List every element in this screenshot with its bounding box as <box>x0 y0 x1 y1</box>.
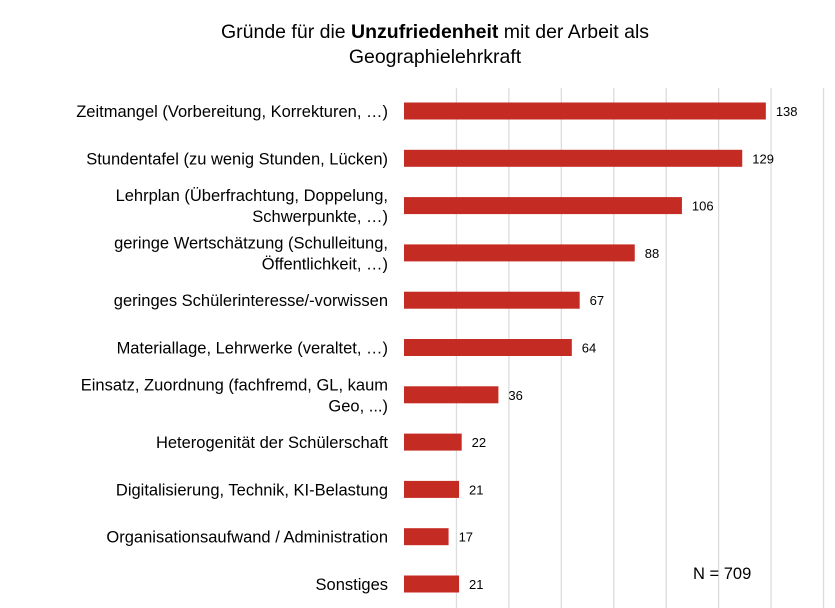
category-label: Einsatz, Zuordnung (fachfremd, GL, kaum G… <box>81 376 388 415</box>
category-label: geringe Wertschätzung (Schulleitung, Öffe… <box>114 234 388 273</box>
bar <box>404 244 635 262</box>
data-label: 138 <box>776 104 798 119</box>
bar <box>404 386 499 404</box>
category-label: Sonstiges <box>316 576 388 594</box>
category-label: Zeitmangel (Vorbereitung, Korrekturen, …… <box>76 103 388 121</box>
bar <box>404 575 460 593</box>
data-label: 36 <box>508 388 522 403</box>
data-label: 88 <box>645 246 659 261</box>
bars: 138 Zeitmangel (Vorbereitung, Korrekturen… <box>76 102 798 594</box>
bar <box>404 528 449 546</box>
data-label: 21 <box>469 482 483 497</box>
category-label: Materiallage, Lehrwerke (veraltet, …) <box>117 340 388 358</box>
data-label: 17 <box>459 530 473 545</box>
data-label: 21 <box>469 577 483 592</box>
data-label: 67 <box>590 293 604 308</box>
chart-title-line2: Geographielehrkraft <box>349 46 522 68</box>
bar <box>404 102 766 120</box>
sample-size-annotation: N = 709 <box>693 565 751 583</box>
category-label: geringes Schülerinteresse/-vorwissen <box>114 292 388 310</box>
category-label: Digitalisierung, Technik, KI-Belastung <box>116 481 388 499</box>
data-label: 22 <box>472 435 486 450</box>
bar <box>404 433 462 451</box>
data-label: 64 <box>582 341 596 356</box>
chart-title: Gründe für die Unzufriedenheit mit der A… <box>221 21 649 43</box>
bar <box>404 291 580 309</box>
bar <box>404 339 572 356</box>
data-label: 106 <box>692 199 714 214</box>
bar <box>404 480 460 498</box>
category-label: Heterogenität der Schülerschaft <box>156 434 388 452</box>
category-label: Stundentafel (zu wenig Stunden, Lücken) <box>86 150 388 168</box>
category-label: Lehrplan (Überfrachtung, Doppelung, Schwe… <box>116 187 388 226</box>
bar <box>404 149 743 167</box>
bar <box>404 197 682 215</box>
category-label: Organisationsaufwand / Administration <box>106 529 388 547</box>
data-label: 129 <box>752 151 774 166</box>
